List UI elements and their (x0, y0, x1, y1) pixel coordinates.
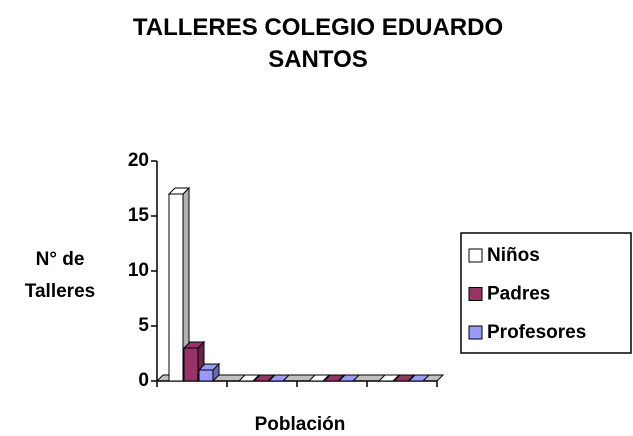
y-tick-label: 0 (138, 370, 149, 391)
bar-top (392, 374, 416, 382)
legend-label: Padres (487, 284, 550, 305)
bar-top (337, 374, 361, 382)
bar (198, 369, 214, 382)
y-tick-label: 15 (128, 205, 150, 226)
y-tick-label: 5 (138, 315, 149, 336)
bar-top (237, 374, 261, 382)
y-axis-label: N° de Talleres (24, 249, 96, 302)
x-axis-label: Población (254, 414, 346, 435)
bar (168, 193, 184, 382)
legend-box (460, 232, 632, 354)
legend-label: Profesores (487, 322, 586, 343)
bar-top (322, 374, 346, 382)
bar-top (307, 374, 331, 382)
legend-label: Niños (487, 245, 540, 266)
y-tick-label: 10 (128, 260, 149, 281)
y-tick-label: 20 (128, 150, 149, 171)
bar-top (377, 374, 401, 382)
legend-swatch (468, 287, 483, 301)
bar-top (267, 374, 291, 382)
bar (183, 347, 199, 382)
legend-swatch (468, 325, 483, 340)
bar-top (407, 374, 431, 382)
bar-top (252, 374, 276, 382)
chart-title: TALLERES COLEGIO EDUARDO SANTOS (132, 14, 504, 73)
legend-swatch (468, 248, 483, 263)
